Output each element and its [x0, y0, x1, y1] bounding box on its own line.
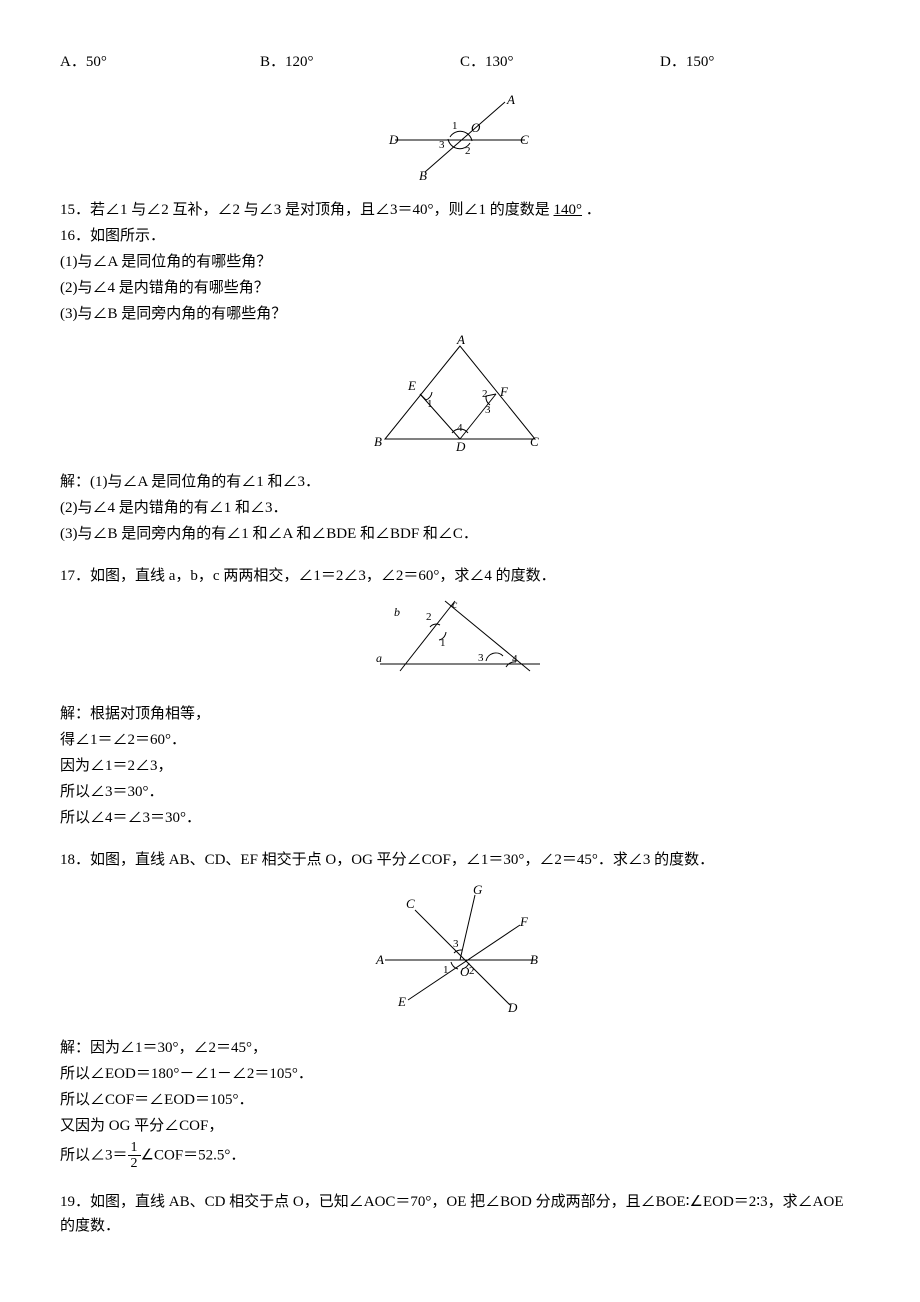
- option-c: C．130°: [460, 50, 660, 74]
- a18-l3: 所以∠COF＝∠EOD＝105°．: [60, 1088, 860, 1112]
- q15-answer: 140°: [554, 202, 583, 218]
- fig4-label-b: B: [530, 952, 538, 967]
- fig4-label-c: C: [406, 896, 415, 911]
- q16-l1: (1)与∠A 是同位角的有哪些角？: [60, 250, 860, 274]
- a18-l5a: 所以∠3＝: [60, 1147, 128, 1163]
- option-a: A．50°: [60, 50, 260, 74]
- figure-q18: A B C D E F G O 1 2 3: [60, 880, 860, 1028]
- q19: 19．如图，直线 AB、CD 相交于点 O，已知∠AOC＝70°，OE 把∠BO…: [60, 1190, 860, 1238]
- figure-q14: A B C D O 1 2 3: [60, 92, 860, 190]
- fig1-label-b: B: [419, 168, 427, 182]
- q18: 18．如图，直线 AB、CD、EF 相交于点 O，OG 平分∠COF，∠1＝30…: [60, 848, 860, 872]
- fig4-label-1: 1: [443, 964, 449, 976]
- q15-text: 15．若∠1 与∠2 互补，∠2 与∠3 是对顶角，且∠3＝40°，则∠1 的度…: [60, 202, 550, 218]
- a18-l5b: ∠COF＝52.5°．: [141, 1147, 246, 1163]
- fig1-label-a: A: [506, 92, 515, 107]
- fig2-label-f: F: [499, 384, 509, 399]
- fig3-label-4: 4: [512, 653, 518, 665]
- fig2-label-a: A: [456, 334, 465, 347]
- fig4-label-2: 2: [469, 965, 475, 977]
- a16-l2: (2)与∠4 是内错角的有∠1 和∠3．: [60, 496, 860, 520]
- fig2-label-2: 2: [482, 388, 488, 400]
- q16-l2: (2)与∠4 是内错角的有哪些角？: [60, 276, 860, 300]
- fig3-label-a: a: [376, 651, 382, 665]
- fig2-label-b: B: [374, 434, 382, 449]
- fig4-label-a: A: [375, 952, 384, 967]
- fig2-label-3: 3: [485, 404, 491, 416]
- fig3-label-3: 3: [478, 652, 484, 664]
- fig3-label-b: b: [394, 605, 400, 619]
- option-b: B．120°: [260, 50, 460, 74]
- a16-l1: 解：(1)与∠A 是同位角的有∠1 和∠3．: [60, 470, 860, 494]
- a17-l2: 得∠1＝∠2＝60°．: [60, 728, 860, 752]
- figure-q16: A B C D E F 1 2 3 4: [60, 334, 860, 462]
- a17-l3: 因为∠1＝2∠3，: [60, 754, 860, 778]
- option-d: D．150°: [660, 50, 860, 74]
- fig1-label-1: 1: [452, 120, 458, 132]
- fig2-label-1: 1: [427, 398, 433, 410]
- q16-l3: (3)与∠B 是同旁内角的有哪些角？: [60, 302, 860, 326]
- a16-l3: (3)与∠B 是同旁内角的有∠1 和∠A 和∠BDE 和∠BDF 和∠C．: [60, 522, 860, 546]
- fig1-label-o: O: [471, 120, 481, 135]
- fig4-label-3: 3: [453, 938, 459, 950]
- fig1-label-3: 3: [439, 139, 445, 151]
- fig4-label-f: F: [519, 914, 529, 929]
- fig1-label-c: C: [520, 132, 529, 147]
- fig3-label-1: 1: [440, 637, 446, 649]
- fig3-label-2: 2: [426, 611, 432, 623]
- a17-l5: 所以∠4＝∠3＝30°．: [60, 806, 860, 830]
- q16-l0: 16．如图所示．: [60, 224, 860, 248]
- q17: 17．如图，直线 a，b，c 两两相交，∠1＝2∠3，∠2＝60°，求∠4 的度…: [60, 564, 860, 588]
- fig1-label-2: 2: [465, 145, 471, 157]
- fig2-label-4: 4: [457, 422, 463, 434]
- fig4-label-d: D: [507, 1000, 518, 1015]
- mc-options-row: A．50° B．120° C．130° D．150°: [60, 50, 860, 74]
- fig4-label-g: G: [473, 882, 483, 897]
- a17-l4: 所以∠3＝30°．: [60, 780, 860, 804]
- a18-l2: 所以∠EOD＝180°－∠1－∠2＝105°．: [60, 1062, 860, 1086]
- q15: 15．若∠1 与∠2 互补，∠2 与∠3 是对顶角，且∠3＝40°，则∠1 的度…: [60, 198, 860, 222]
- q15-text-b: ．: [586, 202, 601, 218]
- fig2-label-d: D: [455, 439, 466, 454]
- fig1-label-d: D: [388, 132, 399, 147]
- fig2-label-e: E: [407, 378, 416, 393]
- figure-q17: a b c 1 2 3 4: [60, 596, 860, 694]
- fig4-label-e: E: [397, 994, 406, 1009]
- fig2-label-c: C: [530, 434, 539, 449]
- fig3-label-c: c: [452, 597, 458, 611]
- a18-l1: 解：因为∠1＝30°，∠2＝45°，: [60, 1036, 860, 1060]
- a18-l5: 所以∠3＝12∠COF＝52.5°．: [60, 1140, 860, 1172]
- a18-l4: 又因为 OG 平分∠COF，: [60, 1114, 860, 1138]
- frac-num: 1: [128, 1140, 141, 1156]
- a17-l1: 解：根据对顶角相等，: [60, 702, 860, 726]
- frac-den: 2: [128, 1156, 141, 1171]
- fraction-half: 12: [128, 1140, 141, 1172]
